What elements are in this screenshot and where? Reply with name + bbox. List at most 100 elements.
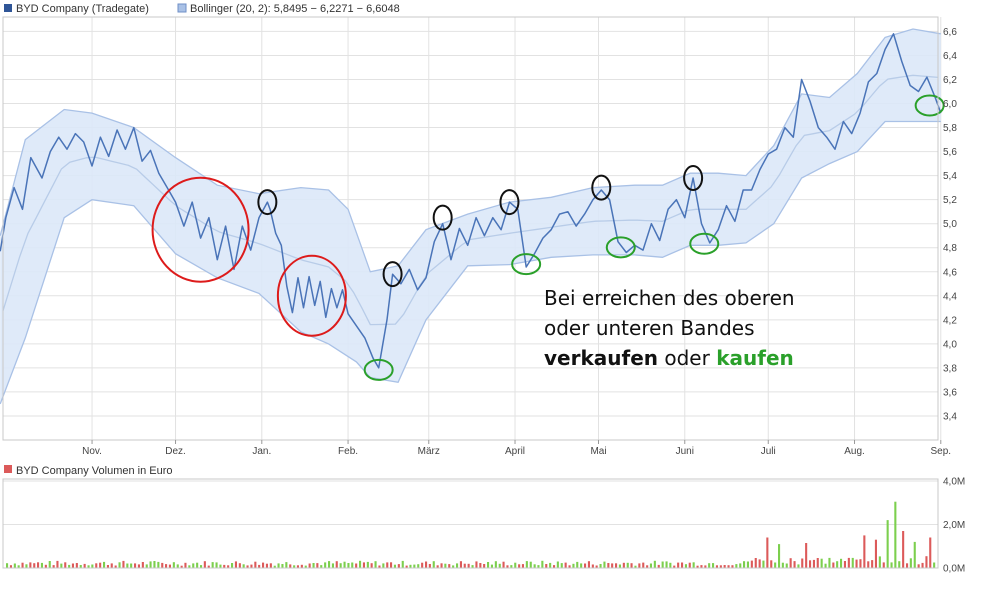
volume-bar — [820, 558, 823, 568]
volume-bar — [781, 562, 784, 568]
volume-bar — [397, 564, 400, 568]
volume-bar — [6, 563, 9, 568]
note-line-2: oder unteren Bandes — [544, 316, 755, 340]
volume-bar — [758, 559, 761, 568]
volume-bar — [246, 565, 249, 568]
volume-bar — [479, 563, 482, 568]
sell-signal-marker — [591, 174, 612, 201]
volume-bar — [746, 561, 749, 568]
volume-bar — [118, 562, 121, 568]
volume-bar — [184, 562, 187, 568]
volume-bar — [591, 564, 594, 568]
volume-bar — [630, 563, 633, 568]
volume-bar — [122, 560, 125, 568]
price-y-tick: 4,4 — [943, 291, 957, 302]
volume-bar — [902, 531, 905, 568]
volume-bar — [785, 563, 788, 568]
volume-bar — [715, 565, 718, 568]
volume-bar — [607, 563, 610, 568]
bollinger-middle-line — [2, 74, 939, 326]
volume-bar — [894, 501, 897, 568]
volume-bar — [126, 563, 129, 568]
volume-bar — [21, 562, 24, 568]
volume-bar — [506, 565, 509, 568]
volume-bar — [219, 564, 222, 568]
volume-bar — [599, 564, 602, 568]
sell-signal-marker — [683, 165, 704, 192]
volume-bar — [564, 562, 567, 568]
x-tick-label: Juni — [676, 446, 694, 457]
volume-bar — [137, 564, 140, 568]
volume-bar — [723, 565, 726, 568]
volume-bar — [626, 562, 629, 568]
volume-bar — [378, 565, 381, 568]
volume-bar — [351, 562, 354, 568]
volume-bar — [580, 563, 583, 568]
volume-bar — [847, 557, 850, 568]
volume-bar — [95, 563, 98, 568]
volume-bar — [770, 560, 773, 568]
volume-bar — [638, 563, 641, 568]
zone-circle-marker — [151, 176, 250, 283]
volume-bar — [277, 563, 280, 568]
volume-bar — [553, 565, 556, 568]
buy-signal-marker — [511, 253, 542, 276]
sell-signal-marker — [382, 261, 403, 288]
volume-bar — [265, 563, 268, 568]
volume-bar — [587, 561, 590, 568]
volume-bar — [754, 558, 757, 568]
volume-bar — [836, 561, 839, 568]
volume-bar — [739, 563, 742, 568]
volume-bar — [432, 561, 435, 568]
volume-bar — [514, 562, 517, 568]
sell-signal-marker — [499, 189, 520, 216]
volume-bar — [537, 565, 540, 568]
sell-signal-marker — [432, 204, 453, 231]
volume-bar — [273, 565, 276, 568]
volume-bar — [933, 562, 936, 568]
volume-bar — [91, 564, 94, 568]
volume-bar — [83, 563, 86, 568]
volume-bar — [56, 560, 59, 568]
volume-bar — [421, 562, 424, 568]
volume-bar — [165, 564, 168, 568]
volume-bar — [409, 564, 412, 568]
volume-bar — [487, 562, 490, 568]
x-tick-label: Sep. — [930, 446, 951, 457]
volume-bar — [646, 565, 649, 568]
volume-bar — [719, 565, 722, 568]
buy-signal-marker — [605, 236, 636, 259]
volume-bar — [25, 564, 28, 568]
volume-bar — [906, 563, 909, 568]
price-y-tick: 3,4 — [943, 411, 957, 422]
volume-bar — [518, 564, 521, 568]
volume-bar — [890, 562, 893, 568]
volume-bar — [296, 565, 299, 568]
volume-bar — [634, 565, 637, 568]
strategy-note: Bei erreichen des oberen oder unteren Ba… — [544, 283, 795, 373]
volume-bar — [145, 564, 148, 568]
volume-bar — [805, 543, 808, 568]
bollinger-legend-label: Bollinger (20, 2): 5,8495 − 6,2271 − 6,6… — [190, 3, 400, 15]
price-y-tick: 5,8 — [943, 123, 957, 134]
volume-bar — [250, 564, 253, 568]
volume-bar — [774, 562, 777, 568]
volume-bar — [549, 562, 552, 568]
volume-bar — [440, 563, 443, 568]
volume-bar — [413, 564, 416, 568]
volume-bar — [801, 558, 804, 568]
volume-bar — [153, 561, 156, 568]
price-y-tick: 5,2 — [943, 195, 957, 206]
volume-bar — [370, 563, 373, 568]
volume-bar — [475, 561, 478, 568]
volume-bar — [172, 562, 175, 568]
volume-bar — [13, 563, 16, 568]
volume-bar — [149, 561, 152, 568]
volume-bar — [917, 564, 920, 568]
volume-bar — [684, 564, 687, 568]
volume-bar — [661, 561, 664, 568]
price-line — [0, 33, 942, 369]
volume-bar — [312, 563, 315, 568]
price-y-tick: 5,0 — [943, 219, 957, 230]
volume-bar — [444, 563, 447, 568]
